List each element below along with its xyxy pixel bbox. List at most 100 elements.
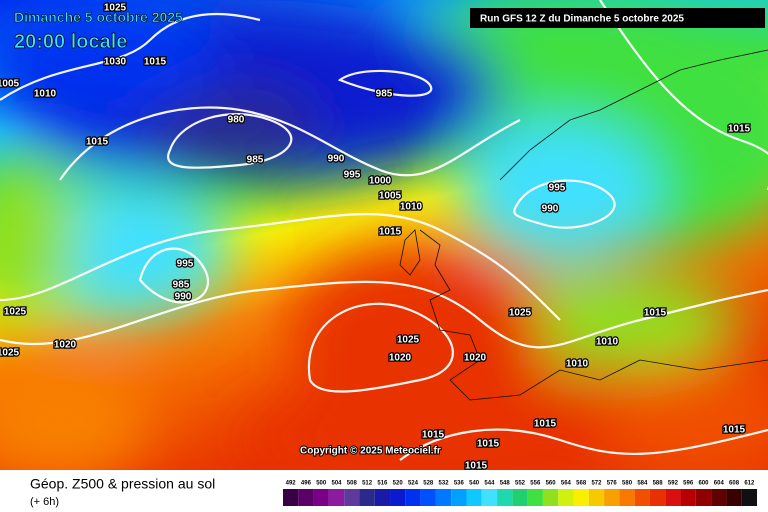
legend-label: 500	[316, 481, 327, 487]
legend-label: 544	[484, 481, 495, 487]
legend-swatch	[680, 489, 696, 506]
legend-label: 592	[668, 481, 679, 487]
isobar-label: 995	[177, 259, 194, 270]
legend-label: 572	[591, 481, 602, 487]
isobar-label: 985	[173, 280, 190, 291]
isobar-label: 1010	[34, 89, 57, 100]
legend-swatch	[558, 489, 574, 506]
legend-swatch	[313, 489, 329, 506]
legend-label: 556	[530, 481, 541, 487]
isobar-label: 985	[376, 89, 393, 100]
legend-swatch	[298, 489, 314, 506]
map-field	[0, 0, 768, 470]
legend-swatch	[741, 489, 757, 506]
legend-label: 596	[683, 481, 694, 487]
legend-swatch	[359, 489, 375, 506]
legend-label: 532	[439, 481, 450, 487]
isobar-label: 1010	[566, 359, 589, 370]
legend-swatch	[711, 489, 727, 506]
legend-swatch	[527, 489, 543, 506]
legend-label: 568	[576, 481, 587, 487]
footer-title: Géop. Z500 & pression au sol	[30, 476, 215, 492]
legend-swatch	[390, 489, 406, 506]
legend-label: 536	[454, 481, 465, 487]
isobar-label: 1015	[144, 57, 167, 68]
legend-swatch	[466, 489, 482, 506]
copyright: Copyright © 2025 Meteociel.fr	[300, 446, 441, 457]
title: Dimanche 5 octobre 2025	[14, 9, 183, 25]
legend-swatch	[665, 489, 681, 506]
legend-label: 516	[377, 481, 388, 487]
legend-swatch	[374, 489, 391, 506]
isobar-label: 1015	[534, 419, 557, 430]
legend-swatch	[726, 489, 742, 506]
legend-label: 560	[546, 481, 557, 487]
legend-swatch	[405, 489, 421, 506]
isobar-label: 1010	[400, 202, 423, 213]
legend-swatch	[695, 489, 712, 506]
legend-swatch	[344, 489, 360, 506]
legend-swatch	[497, 489, 513, 506]
legend-label: 576	[607, 481, 618, 487]
isobar-label: 1025	[4, 307, 27, 318]
isobar-label: 1015	[644, 308, 667, 319]
legend-swatch	[619, 489, 635, 506]
legend-label: 600	[698, 481, 709, 487]
legend-label: 564	[561, 481, 572, 487]
legend-label: 584	[637, 481, 648, 487]
legend-label: 604	[714, 481, 725, 487]
legend-swatch	[328, 489, 345, 506]
isobar-label: 1030	[104, 57, 127, 68]
isobar-label: 1015	[379, 227, 402, 238]
legend-swatch	[649, 489, 666, 506]
legend-label: 492	[286, 481, 297, 487]
legend-label: 588	[653, 481, 664, 487]
legend-swatch	[451, 489, 467, 506]
footer-lead: (+ 6h)	[30, 496, 59, 508]
isobar-label: 1025	[397, 335, 420, 346]
isobar-label: 1015	[422, 430, 445, 441]
isobar-label: 980	[228, 115, 245, 126]
legend-swatch	[588, 489, 605, 506]
run-label: Run GFS 12 Z du Dimanche 5 octobre 2025	[480, 14, 684, 25]
isobar-label: 990	[328, 154, 345, 165]
legend-swatch	[481, 489, 498, 506]
isobar-label: 1015	[465, 461, 488, 472]
legend-label: 528	[423, 481, 434, 487]
isobar-label: 1005	[0, 79, 20, 90]
legend-label: 608	[729, 481, 740, 487]
legend-swatch	[634, 489, 650, 506]
legend-swatch	[542, 489, 559, 506]
isobar-label: 1015	[477, 439, 500, 450]
isobar-label: 1000	[369, 176, 392, 187]
isobar-label: 1010	[596, 337, 619, 348]
legend: 492 496 500 504 508 512 516 520 524 528 532 536 540 5…	[283, 481, 757, 506]
isobar-label: 1015	[728, 124, 751, 135]
isobar-label: 985	[247, 155, 264, 166]
isobar-label: 990	[542, 204, 559, 215]
legend-swatch	[435, 489, 452, 506]
legend-label: 548	[500, 481, 511, 487]
legend-label: 508	[347, 481, 358, 487]
legend-swatch	[604, 489, 620, 506]
isobar-label: 990	[175, 292, 192, 303]
isobar-label: 1025	[104, 3, 127, 14]
legend-label: 580	[622, 481, 633, 487]
legend-label: 512	[362, 481, 373, 487]
legend-label: 496	[301, 481, 312, 487]
legend-label: 552	[515, 481, 526, 487]
isobar-label: 995	[344, 170, 361, 181]
legend-label: 504	[332, 481, 343, 487]
isobar-label: 1020	[464, 353, 487, 364]
isobar-labels: 1025103010151010100510159809859909951000…	[0, 1, 752, 473]
legend-label: 612	[744, 481, 755, 487]
legend-label: 520	[393, 481, 404, 487]
legend-label: 540	[469, 481, 480, 487]
isobar-label: 1025	[0, 348, 20, 359]
isobar-label: 1020	[54, 340, 77, 351]
legend-swatch	[420, 489, 436, 506]
isobar-label: 1025	[509, 308, 532, 319]
legend-swatch	[573, 489, 589, 506]
